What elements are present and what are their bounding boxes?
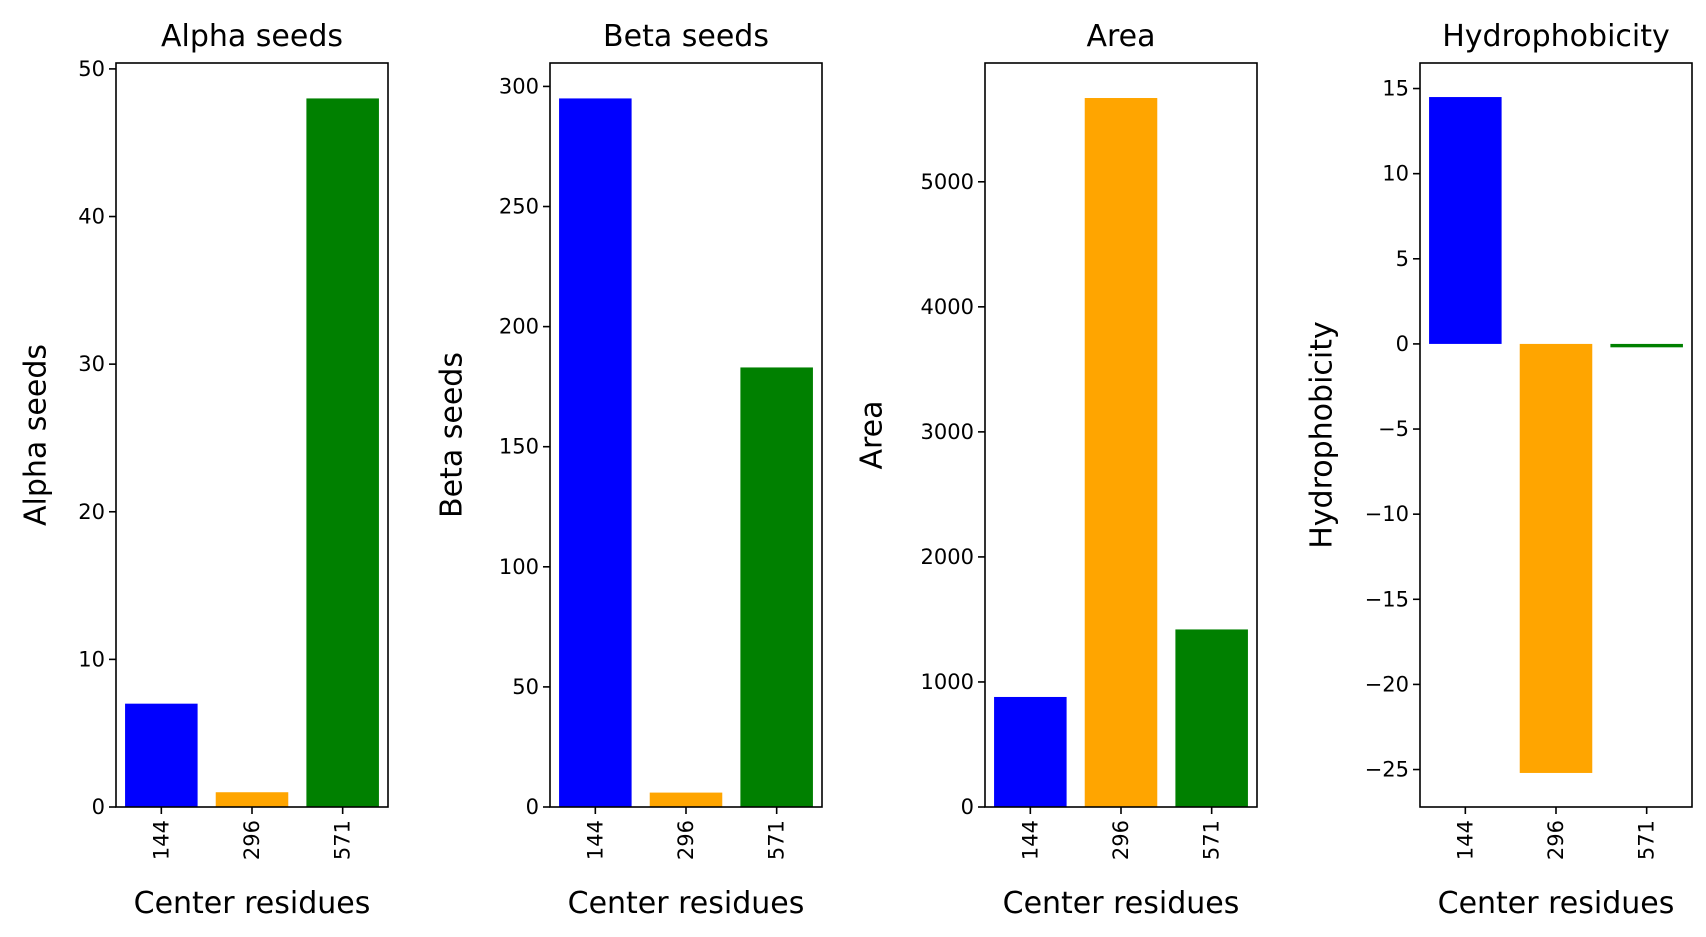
bar-571 xyxy=(1610,343,1683,348)
panel-title: Beta seeds xyxy=(603,19,769,54)
x-tick-label: 144 xyxy=(1018,820,1042,860)
x-axis-title: Center residues xyxy=(134,886,371,921)
bar-144 xyxy=(559,98,632,807)
x-tick-label: 296 xyxy=(1544,820,1568,860)
panel-title: Hydrophobicity xyxy=(1442,19,1670,54)
x-tick-label: 571 xyxy=(1200,820,1224,860)
y-tick-label: −10 xyxy=(1365,502,1409,526)
y-tick-label: 15 xyxy=(1382,77,1409,101)
panel-title: Area xyxy=(1086,19,1155,54)
y-tick-label: 5000 xyxy=(921,170,974,194)
y-tick-label: −15 xyxy=(1365,587,1409,611)
y-tick-label: 3000 xyxy=(921,420,974,444)
bar-296 xyxy=(649,792,723,807)
bar-296 xyxy=(1519,343,1593,773)
x-tick-label: 296 xyxy=(1109,820,1133,860)
x-tick-label: 144 xyxy=(1453,820,1477,860)
y-tick-label: −5 xyxy=(1378,417,1409,441)
x-tick-label: 296 xyxy=(240,820,264,860)
chart-panel-4: −25 −20 −15 −10 −5 0 5 10 15 144 296 571 Hydrophobic… xyxy=(1305,19,1693,921)
x-tick-label: 571 xyxy=(1635,820,1659,860)
y-tick-label: 0 xyxy=(92,795,105,819)
y-tick-label: 4000 xyxy=(921,295,974,319)
bar-144 xyxy=(125,703,198,807)
x-axis-title: Center residues xyxy=(1003,886,1240,921)
chart-panel-1: 0 10 20 30 40 50 144 296 571 Alpha seeds Center re… xyxy=(19,19,389,921)
y-axis-title: Beta seeds xyxy=(435,352,470,518)
y-tick-label: 200 xyxy=(499,315,539,339)
y-tick-label: 0 xyxy=(961,795,974,819)
bar-296 xyxy=(1084,98,1158,807)
y-axis-title: Hydrophobicity xyxy=(1305,321,1340,549)
y-tick-label: 0 xyxy=(526,795,539,819)
y-tick-label: −20 xyxy=(1365,672,1409,696)
panel-title: Alpha seeds xyxy=(161,19,343,54)
y-tick-label: −25 xyxy=(1365,758,1409,782)
bar-296 xyxy=(215,792,289,807)
y-tick-label: 30 xyxy=(78,352,105,376)
chart-panel-3: 0 1000 2000 3000 4000 5000 144 296 571 Area Center… xyxy=(855,19,1258,921)
y-tick-label: 1000 xyxy=(921,670,974,694)
y-tick-label: 300 xyxy=(499,74,539,98)
y-tick-label: 5 xyxy=(1396,247,1409,271)
bar-571 xyxy=(1175,629,1248,807)
y-tick-label: 20 xyxy=(78,500,105,524)
y-tick-label: 10 xyxy=(1382,162,1409,186)
x-tick-label: 296 xyxy=(674,820,698,860)
x-tick-label: 571 xyxy=(331,820,355,860)
x-axis-title: Center residues xyxy=(568,886,805,921)
x-axis-title: Center residues xyxy=(1438,886,1675,921)
bar-571 xyxy=(740,367,813,807)
bar-571 xyxy=(306,98,379,807)
chart-panel-2: 0 50 100 150 200 250 300 144 296 571 Beta seeds Cen… xyxy=(435,19,823,921)
bar-144 xyxy=(1429,97,1502,344)
y-tick-label: 40 xyxy=(78,205,105,229)
y-tick-label: 250 xyxy=(499,195,539,219)
y-axis-title: Alpha seeds xyxy=(19,344,54,526)
y-tick-label: 0 xyxy=(1396,332,1409,356)
y-tick-label: 50 xyxy=(78,57,105,81)
y-axis-title: Area xyxy=(855,400,890,469)
x-tick-label: 144 xyxy=(149,820,173,860)
y-tick-label: 100 xyxy=(499,555,539,579)
y-tick-label: 2000 xyxy=(921,545,974,569)
y-tick-label: 50 xyxy=(512,675,539,699)
x-tick-label: 144 xyxy=(583,820,607,860)
y-tick-label: 150 xyxy=(499,435,539,459)
y-tick-label: 10 xyxy=(78,647,105,671)
x-tick-label: 571 xyxy=(765,820,789,860)
bar-144 xyxy=(994,696,1067,807)
